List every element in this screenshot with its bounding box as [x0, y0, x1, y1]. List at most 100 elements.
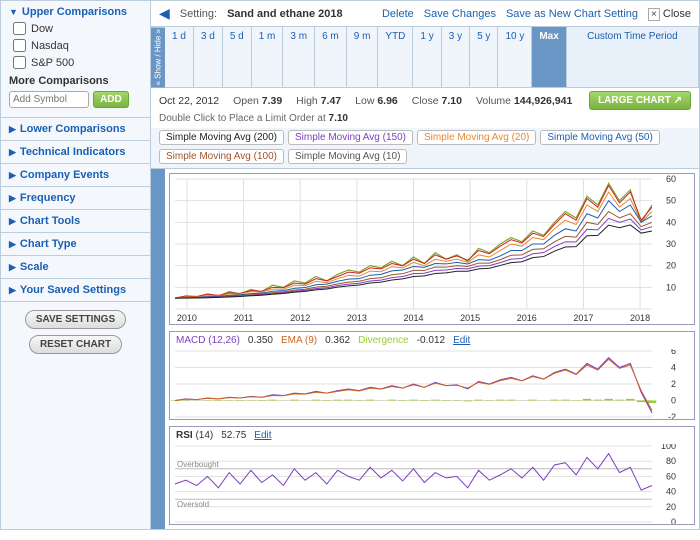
svg-text:Overbought: Overbought — [177, 460, 220, 469]
checkbox-label: Dow — [31, 23, 53, 35]
sidebar: ▼ Upper Comparisons DowNasdaqS&P 500 Mor… — [1, 1, 151, 529]
chevron-right-icon: ▶ — [9, 262, 16, 273]
sma-pill[interactable]: Simple Moving Avg (150) — [288, 130, 413, 145]
sidebar-section-head[interactable]: ▶ Scale — [9, 261, 142, 273]
close-link[interactable]: ×Close — [648, 8, 691, 20]
upper-comparisons-head[interactable]: ▼ Upper Comparisons — [9, 6, 142, 18]
svg-text:6: 6 — [671, 349, 676, 356]
show-hide-sidebar-icon[interactable] — [151, 169, 165, 529]
svg-text:100: 100 — [661, 444, 676, 451]
svg-text:0: 0 — [671, 517, 676, 524]
checkbox-icon[interactable] — [13, 39, 26, 52]
section-title: Chart Tools — [20, 215, 80, 227]
svg-text:2012: 2012 — [290, 313, 310, 323]
main: ◀ Setting: Sand and ethane 2018 Delete S… — [151, 1, 699, 529]
large-chart-button[interactable]: LARGE CHART ↗ — [589, 91, 691, 110]
add-button[interactable]: ADD — [93, 91, 129, 108]
range-5d[interactable]: 5 d — [223, 27, 252, 87]
range-6m[interactable]: 6 m — [315, 27, 347, 87]
svg-text:2017: 2017 — [573, 313, 593, 323]
macd-edit-link[interactable]: Edit — [453, 335, 470, 346]
sidebar-section-head[interactable]: ▶ Chart Tools — [9, 215, 142, 227]
delete-link[interactable]: Delete — [382, 8, 414, 20]
svg-text:2011: 2011 — [234, 313, 253, 323]
sma-pill[interactable]: Simple Moving Avg (50) — [540, 130, 659, 145]
svg-text:2015: 2015 — [460, 313, 480, 323]
svg-text:-2: -2 — [668, 412, 676, 419]
save-settings-button[interactable]: SAVE SETTINGS — [25, 310, 126, 329]
save-as-new-link[interactable]: Save as New Chart Setting — [506, 8, 638, 20]
section-title: Frequency — [20, 192, 76, 204]
range-1m[interactable]: 1 m — [252, 27, 284, 87]
sidebar-section-head[interactable]: ▶Your Saved Settings — [9, 284, 142, 296]
svg-text:Oversold: Oversold — [177, 501, 209, 510]
custom-time-period[interactable]: Custom Time Period — [567, 27, 699, 87]
checkbox-label: S&P 500 — [31, 57, 74, 69]
svg-text:20: 20 — [666, 502, 676, 512]
close-icon: × — [648, 8, 660, 21]
chevron-left-icon[interactable]: ◀ — [159, 5, 170, 22]
range-3m[interactable]: 3 m — [283, 27, 315, 87]
sma-pill[interactable]: Simple Moving Avg (10) — [288, 149, 407, 164]
comparison-checkbox[interactable]: S&P 500 — [13, 56, 142, 69]
svg-text:80: 80 — [666, 457, 676, 467]
sidebar-section-head[interactable]: ▶Lower Comparisons — [9, 123, 142, 135]
chevron-right-icon: ▶ — [9, 193, 16, 204]
show-hide-toggle[interactable]: « Show / Hide » — [151, 27, 165, 87]
checkbox-icon[interactable] — [13, 22, 26, 35]
svg-text:10: 10 — [666, 283, 676, 293]
svg-text:4: 4 — [671, 363, 676, 373]
checkbox-icon[interactable] — [13, 56, 26, 69]
rsi-edit-link[interactable]: Edit — [254, 430, 271, 441]
sma-pill[interactable]: Simple Moving Avg (100) — [159, 149, 284, 164]
setting-title: Sand and ethane 2018 — [227, 8, 343, 20]
section-title: Company Events — [20, 169, 109, 181]
range-3y[interactable]: 3 y — [442, 27, 470, 87]
chevron-right-icon: ▶ — [9, 170, 16, 181]
svg-text:40: 40 — [666, 218, 676, 228]
price-chart[interactable]: 1020304050602010201120122013201420152016… — [169, 173, 695, 325]
comparison-checkbox[interactable]: Nasdaq — [13, 39, 142, 52]
quote-row: Oct 22, 2012 Open 7.39 High 7.47 Low 6.9… — [151, 88, 699, 113]
setting-prefix: Setting: — [180, 8, 217, 20]
rsi-panel[interactable]: RSI (14) 52.75 Edit 020406080100Overboug… — [169, 426, 695, 525]
svg-text:50: 50 — [666, 196, 676, 206]
svg-text:0: 0 — [671, 396, 676, 406]
svg-text:2010: 2010 — [177, 313, 197, 323]
svg-text:2: 2 — [671, 379, 676, 389]
sidebar-section-head[interactable]: ▶Technical Indicators — [9, 146, 142, 158]
range-5y[interactable]: 5 y — [470, 27, 498, 87]
sidebar-section-head[interactable]: ▶ Company Events — [9, 169, 142, 181]
reset-chart-button[interactable]: RESET CHART — [29, 335, 122, 354]
range-1y[interactable]: 1 y — [413, 27, 441, 87]
section-title: Chart Type — [20, 238, 77, 250]
range-Max[interactable]: Max — [532, 27, 566, 87]
range-YTD[interactable]: YTD — [378, 27, 413, 87]
sma-row: Simple Moving Avg (200) Simple Moving Avg… — [151, 128, 699, 169]
range-bar: « Show / Hide » 1 d3 d5 d1 m3 m6 m9 mYTD… — [151, 27, 699, 88]
range-10y[interactable]: 10 y — [498, 27, 532, 87]
sidebar-section-head[interactable]: ▶ Chart Type — [9, 238, 142, 250]
section-title: Technical Indicators — [20, 146, 126, 158]
topbar: ◀ Setting: Sand and ethane 2018 Delete S… — [151, 1, 699, 27]
comparison-checkbox[interactable]: Dow — [13, 22, 142, 35]
section-title: Scale — [20, 261, 49, 273]
svg-text:2018: 2018 — [630, 313, 650, 323]
macd-panel[interactable]: MACD (12,26) 0.350 EMA (9) 0.362 Diverge… — [169, 331, 695, 420]
chevron-down-icon: ▼ — [9, 7, 18, 17]
quote-date: Oct 22, 2012 — [159, 95, 219, 107]
range-9m[interactable]: 9 m — [347, 27, 379, 87]
chevron-right-icon: ▶ — [9, 285, 16, 296]
add-symbol-input[interactable] — [9, 91, 89, 108]
range-3d[interactable]: 3 d — [194, 27, 223, 87]
range-1d[interactable]: 1 d — [165, 27, 194, 87]
sma-pill[interactable]: Simple Moving Avg (20) — [417, 130, 536, 145]
svg-text:60: 60 — [666, 472, 676, 482]
sma-pill[interactable]: Simple Moving Avg (200) — [159, 130, 284, 145]
chevron-right-icon: ▶ — [9, 239, 16, 250]
chevron-right-icon: ▶ — [9, 216, 16, 227]
svg-text:2013: 2013 — [347, 313, 367, 323]
save-changes-link[interactable]: Save Changes — [424, 8, 496, 20]
sidebar-section-head[interactable]: ▶ Frequency — [9, 192, 142, 204]
section-title: Upper Comparisons — [22, 6, 127, 18]
